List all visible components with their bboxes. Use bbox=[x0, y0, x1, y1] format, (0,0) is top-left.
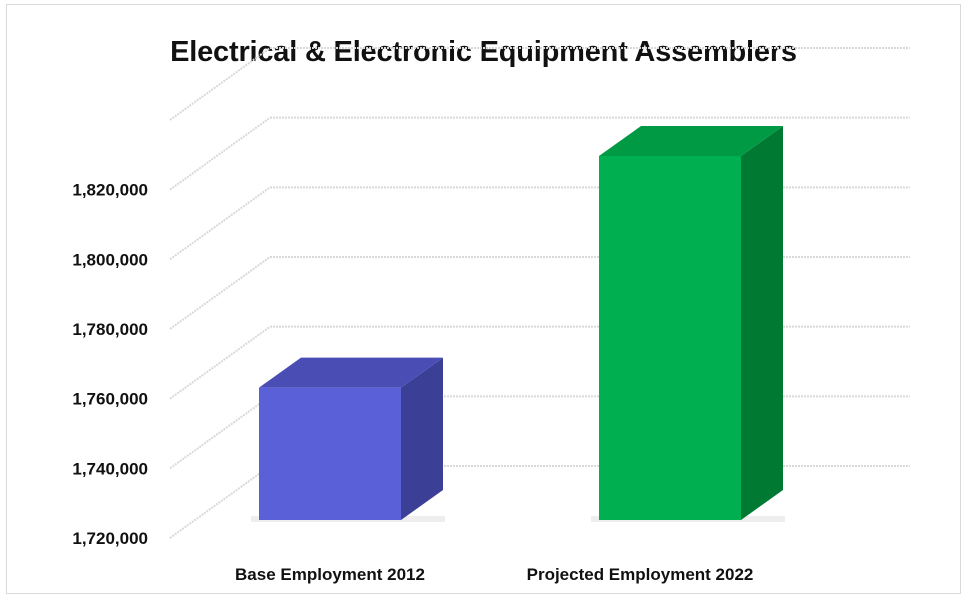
x-category-label: Projected Employment 2022 bbox=[527, 565, 754, 584]
gridline-side bbox=[169, 256, 271, 330]
y-tick-label: 1,800,000 bbox=[72, 250, 148, 269]
chart-frame bbox=[6, 4, 961, 594]
bar-side-face bbox=[741, 125, 783, 520]
x-category-label: Base Employment 2012 bbox=[235, 565, 425, 584]
chart-title: Electrical & Electronic Equipment Assemb… bbox=[170, 36, 797, 68]
gridline-side bbox=[169, 465, 271, 539]
bar-side-face bbox=[401, 357, 443, 520]
y-tick-label: 1,740,000 bbox=[72, 459, 148, 478]
y-tick-label: 1,820,000 bbox=[72, 181, 148, 200]
gridline-side bbox=[169, 47, 271, 121]
x-axis-labels: Base Employment 2012 Projected Employment… bbox=[235, 565, 753, 584]
gridline-side bbox=[169, 395, 271, 470]
gridline-side bbox=[169, 325, 271, 400]
bar-layer bbox=[251, 125, 785, 522]
bar-top-face bbox=[259, 357, 443, 388]
gridline-side bbox=[169, 186, 271, 261]
y-tick-label: 1,780,000 bbox=[72, 320, 148, 339]
y-tick-label: 1,760,000 bbox=[72, 390, 148, 409]
bar-front-face bbox=[259, 387, 401, 520]
gridline-side bbox=[169, 116, 271, 191]
grid-layer bbox=[169, 47, 910, 539]
bar-front-face bbox=[599, 155, 741, 520]
y-axis-ticks: 1,720,000 1,740,000 1,760,000 1,780,000 1,80… bbox=[72, 181, 148, 548]
bar-top-face bbox=[599, 125, 783, 156]
bar-2 bbox=[591, 125, 785, 522]
y-tick-label: 1,720,000 bbox=[72, 529, 148, 548]
bar-1 bbox=[251, 357, 445, 522]
